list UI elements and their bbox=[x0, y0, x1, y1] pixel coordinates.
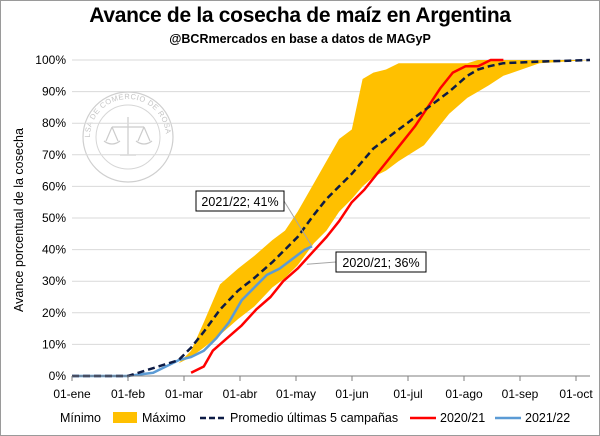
band-max-min-area bbox=[72, 60, 590, 376]
annotations: 2021/22; 41% 2020/21; 36% bbox=[195, 190, 427, 273]
x-tick-label: 01-oct bbox=[559, 387, 593, 401]
callout-leader bbox=[306, 261, 337, 265]
y-tick-label: 20% bbox=[42, 306, 66, 320]
legend-label: Mínimo bbox=[60, 411, 101, 425]
x-tick-label: 01-mar bbox=[165, 387, 203, 401]
y-tick-label: 60% bbox=[42, 179, 66, 193]
series-line-2020-21 bbox=[190, 58, 504, 374]
x-tick-label: 01-ago bbox=[445, 387, 483, 401]
legend: Mínimo Máximo Promedio últimas 5 campañas 2… bbox=[60, 411, 570, 425]
seal-text: BOLSA DE COMERCIO DE ROSARIO bbox=[0, 0, 173, 138]
callout-box bbox=[335, 251, 427, 273]
y-tick-label: 70% bbox=[42, 148, 66, 162]
x-tick-label: 01-jun bbox=[335, 387, 368, 401]
seal-inner-ring bbox=[95, 104, 161, 170]
x-tick-label: 01-jul bbox=[393, 387, 422, 401]
x-tick-label: 01-sep bbox=[502, 387, 539, 401]
legend-label: 2020/21 bbox=[440, 411, 485, 425]
series-lines bbox=[72, 58, 591, 378]
axes bbox=[71, 375, 590, 381]
series-line-2021-22 bbox=[72, 245, 313, 378]
y-tick-label: 10% bbox=[42, 337, 66, 351]
callout-leader bbox=[283, 200, 313, 247]
x-tick-label: 01-feb bbox=[111, 387, 145, 401]
chart-title: Avance de la cosecha de maíz en Argentin… bbox=[89, 4, 511, 27]
y-tick-label: 100% bbox=[35, 53, 66, 67]
band-area bbox=[72, 60, 590, 376]
callout-label: 2021/22; 41% bbox=[201, 195, 278, 209]
x-tick-label: 01-ene bbox=[53, 387, 91, 401]
x-tick-label: 01-may bbox=[276, 387, 316, 401]
y-tick-label: 0% bbox=[49, 369, 67, 383]
y-tick-label: 90% bbox=[42, 85, 66, 99]
legend-label: Promedio últimas 5 campañas bbox=[230, 411, 398, 425]
legend-label: 2021/22 bbox=[525, 411, 570, 425]
series-line-promedio bbox=[72, 58, 591, 378]
x-tick-label: 01-abr bbox=[223, 387, 258, 401]
x-tick-labels: 01-ene 01-feb 01-mar 01-abr 01-may 01-jun 01-j… bbox=[53, 387, 593, 401]
y-tick-label: 50% bbox=[42, 211, 66, 225]
callout-box bbox=[195, 190, 285, 212]
y-axis-label: Avance porcentual de la cosecha bbox=[12, 128, 26, 312]
y-tick-label: 40% bbox=[42, 243, 66, 257]
legend-label: Máximo bbox=[142, 411, 186, 425]
chart-subtitle: @BCRmercados en base a datos de MAGyP bbox=[169, 32, 431, 46]
y-tick-label: 80% bbox=[42, 116, 66, 130]
callout-label: 2020/21; 36% bbox=[342, 256, 419, 270]
y-tick-labels: 0% 10% 20% 30% 40% 50% 60% 70% 80% 90% 100% bbox=[35, 53, 66, 383]
y-tick-label: 30% bbox=[42, 274, 66, 288]
legend-swatch bbox=[113, 412, 137, 423]
